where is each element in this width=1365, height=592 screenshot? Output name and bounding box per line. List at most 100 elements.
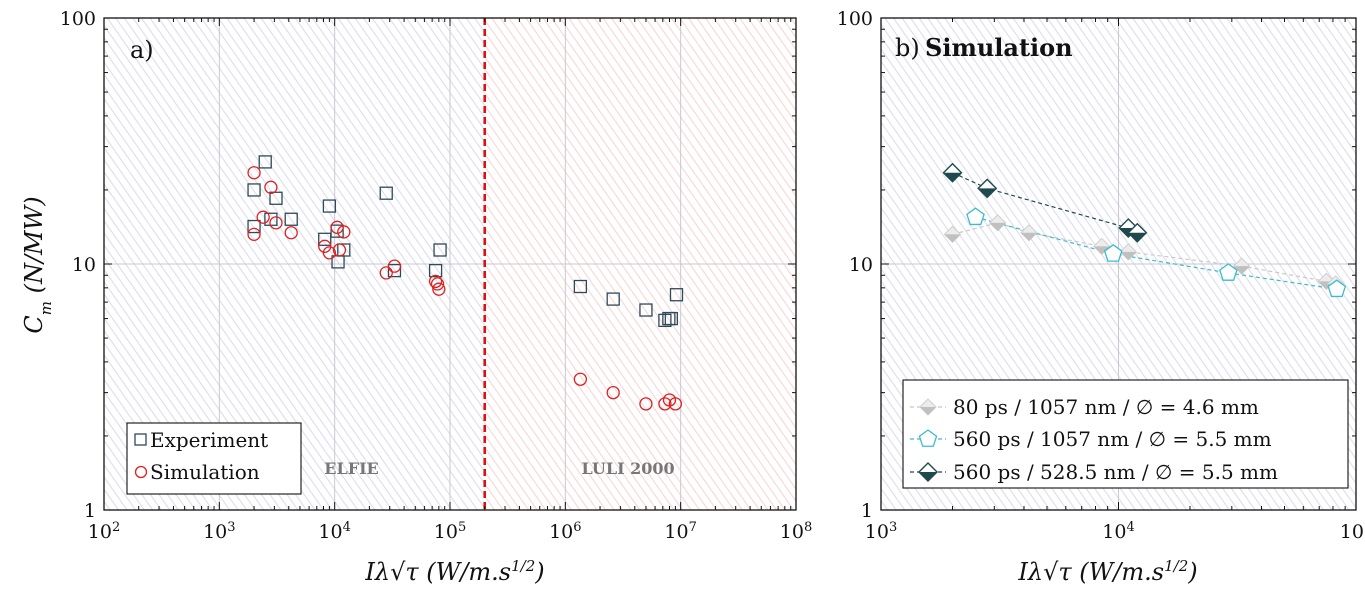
experiment-point (664, 311, 678, 326)
experiment-point (284, 212, 298, 226)
experiment-point (428, 263, 443, 278)
series-560ps-528-legend-marker (918, 462, 938, 482)
panel-label-b: b) (895, 34, 920, 62)
experiment-point (573, 279, 588, 294)
simulation-point (264, 180, 278, 194)
region-label-luli: LULI 2000 (581, 459, 674, 478)
experiment-point (639, 303, 653, 317)
series-80ps-point (1020, 224, 1038, 242)
x-axis-label-a: Iλ√τ (W/m.s1/2) (364, 557, 544, 586)
series-80ps-point (943, 225, 962, 244)
simulation-point (322, 246, 337, 260)
simulation-point (606, 385, 620, 400)
panel-a-xtick-label: 104 (318, 520, 350, 544)
simulation-point (247, 166, 261, 180)
panel-label-a: a) (130, 36, 154, 64)
series-560ps-1057-point (966, 207, 985, 226)
legend-a: Experiment Simulation (126, 422, 302, 495)
experiment-point (318, 232, 332, 246)
legend-simulation-label: Simulation (150, 460, 260, 484)
series-560ps-528-point (977, 178, 998, 199)
series-560ps-1057-legend-marker (918, 429, 938, 447)
legend-a-box (126, 422, 302, 495)
panel-b-ytick-label: 10 (849, 254, 873, 276)
ticks-b: 103 104 105 1 10 100 (837, 8, 1365, 543)
series-80ps-point (1232, 257, 1251, 275)
panel-b-ytick-label: 100 (837, 8, 873, 30)
simulation-point (284, 226, 298, 240)
legend-simulation-marker (134, 465, 148, 479)
simulation-point (332, 243, 347, 257)
panel-title-b: Simulation (925, 33, 1073, 62)
series-80ps-legend-marker (919, 398, 937, 416)
series-560ps-528-point (1127, 222, 1148, 243)
simulation-point (247, 227, 261, 241)
experiment-point (258, 155, 272, 169)
panel-a-ytick-label: 10 (72, 254, 96, 276)
panel-a-xtick-label: 106 (549, 520, 581, 544)
experiment-point (269, 191, 283, 205)
panel-a-xtick-label: 105 (434, 520, 466, 544)
legend-560ps-1057-label: 560 ps / 1057 nm / ∅ = 5.5 mm (953, 427, 1272, 451)
panel-a-xtick-label: 103 (203, 520, 235, 544)
simulation-point (269, 216, 283, 230)
legend-b-box (902, 379, 1349, 489)
simulation-point (428, 274, 443, 289)
experiment-point (337, 243, 351, 257)
panel-a-ytick-label: 1 (84, 500, 96, 522)
legend-560ps-528-entry (910, 462, 946, 482)
experiment-point (247, 183, 261, 197)
simulation-point (432, 282, 446, 296)
legend-560ps-528-label: 560 ps / 528.5 nm / ∅ = 5.5 mm (953, 460, 1278, 484)
panel-a-xtick-label: 107 (664, 520, 696, 544)
legend-experiment-label: Experiment (150, 428, 268, 452)
series-80ps-point (1093, 237, 1111, 256)
simulation-point (330, 220, 344, 234)
experiment-point (669, 288, 684, 302)
panel-a-ytick-label: 100 (60, 8, 96, 30)
panel-a-xtick-label: 108 (780, 520, 812, 544)
experiment-point (322, 199, 337, 213)
legend-560ps-1057-entry (910, 429, 946, 447)
simulation-point (379, 266, 393, 280)
panel-a-xtick-label: 102 (88, 520, 120, 544)
experiment-point (387, 263, 402, 278)
experiment-point (606, 292, 620, 306)
series-560ps-1057-point (1218, 263, 1238, 281)
panel-b-ytick-label: 1 (861, 500, 873, 522)
panel-b-xtick-label: 103 (865, 520, 897, 544)
simulation-point (337, 225, 351, 239)
marks-a (247, 155, 684, 411)
simulation-point (658, 397, 672, 411)
panel-a: 102 103 104 105 106 107 108 1 10 100 a) ELFIE LUL… (20, 8, 812, 586)
panel-b-xtick-label: 104 (1102, 520, 1134, 544)
series-560ps-1057-point (1103, 244, 1123, 262)
simulation-point (318, 239, 332, 253)
series-560ps-528-point (942, 162, 963, 183)
experiment-point (379, 186, 393, 200)
legend-80ps-label: 80 ps / 1057 nm / ∅ = 4.6 mm (953, 395, 1259, 419)
experiment-point (433, 243, 447, 257)
series-560ps-1057-line (975, 216, 1337, 290)
legend-experiment-marker (134, 433, 147, 446)
experiment-point (247, 219, 261, 234)
simulation-point (256, 210, 270, 224)
simulation-point (387, 259, 402, 273)
y-axis-label-a: Cm (N/MW) (20, 196, 55, 333)
legend-b: 80 ps / 1057 nm / ∅ = 4.6 mm 560 ps / 10… (902, 379, 1349, 489)
series-80ps-point (1119, 243, 1138, 261)
series-560ps-1057-point (1327, 279, 1347, 298)
simulation-point (573, 372, 588, 386)
panel-b: 103 104 105 1 10 100 b) Simulation 80 ps / 10… (837, 8, 1365, 586)
panel-b-xtick-label: 105 (1340, 520, 1365, 544)
simulation-point (430, 277, 445, 291)
simulation-point (668, 397, 683, 411)
legend-80ps-entry (910, 398, 946, 416)
x-axis-label-b: Iλ√τ (W/m.s1/2) (1017, 557, 1197, 586)
marks-b (942, 162, 1347, 298)
ticks-a: 102 103 104 105 106 107 108 1 10 100 (60, 8, 813, 543)
series-80ps-point (988, 214, 1007, 232)
region-label-elfie: ELFIE (324, 459, 378, 478)
simulation-point (639, 397, 653, 411)
